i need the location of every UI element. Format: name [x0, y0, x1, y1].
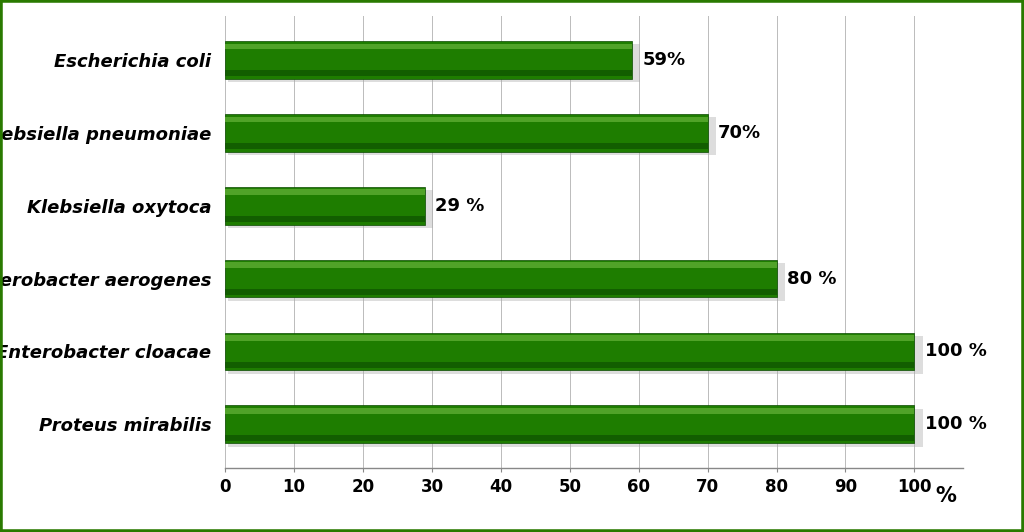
Bar	[225, 70, 632, 76]
Bar	[225, 262, 776, 268]
Text: 59%: 59%	[642, 51, 685, 69]
Text: %: %	[935, 486, 955, 506]
Bar	[225, 335, 914, 341]
Bar	[228, 263, 784, 301]
Text: 100 %: 100 %	[925, 415, 986, 434]
Bar	[225, 41, 632, 79]
Bar	[225, 189, 425, 195]
Bar	[225, 405, 914, 443]
Bar	[228, 336, 923, 374]
Bar	[225, 44, 632, 49]
Bar	[225, 260, 776, 297]
Bar	[228, 118, 716, 155]
Bar	[225, 289, 776, 295]
Bar	[228, 409, 923, 447]
Text: 70%: 70%	[718, 123, 761, 142]
Bar	[225, 143, 708, 149]
Bar	[228, 190, 433, 228]
Bar	[228, 44, 640, 82]
Bar	[225, 435, 914, 440]
Bar	[225, 187, 425, 225]
Bar	[225, 216, 425, 222]
Bar	[225, 117, 708, 122]
Bar	[225, 408, 914, 414]
Bar	[225, 362, 914, 368]
Bar	[225, 114, 708, 152]
Text: 29 %: 29 %	[435, 197, 484, 214]
Text: 80 %: 80 %	[786, 270, 837, 287]
Text: 100 %: 100 %	[925, 343, 986, 361]
Bar	[225, 332, 914, 370]
